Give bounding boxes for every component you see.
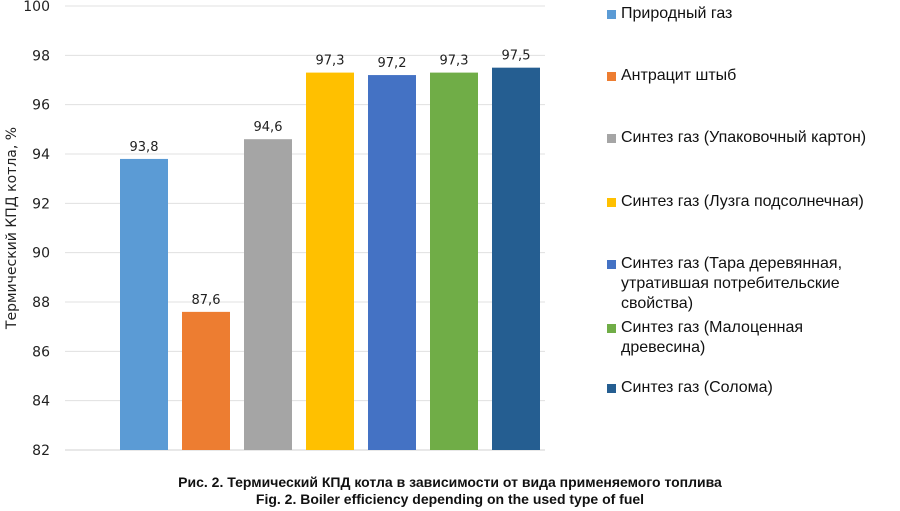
y-tick-label: 86 [32, 344, 50, 360]
legend-item: Антрацит штыб [607, 66, 736, 86]
legend-item: Синтез газ (Упаковочный картон) [607, 128, 866, 148]
y-tick-label: 96 [32, 98, 50, 114]
legend-swatch [607, 72, 616, 81]
legend-label: Синтез газ (Солома) [621, 379, 773, 396]
legend-item: Синтез газ (Тара деревянная, утратившая п… [607, 254, 842, 314]
bar-chart: 82 84 86 88 90 92 94 96 98 100 93,8 87,6 94,6 97,3 97… [4, 0, 545, 459]
legend-item: Природный газ [607, 4, 732, 24]
y-tick-label: 90 [32, 246, 50, 262]
bar [244, 139, 292, 450]
bar [430, 72, 478, 450]
legend-item: Синтез газ (Малоценная древесина) [607, 318, 803, 358]
data-label: 93,8 [130, 140, 159, 155]
legend-label: Синтез газ (Упаковочный картон) [621, 129, 867, 146]
y-tick-label: 92 [32, 196, 50, 212]
y-tick-label: 84 [32, 394, 50, 410]
y-tick-label: 88 [32, 295, 50, 311]
legend-swatch [607, 10, 616, 19]
legend-swatch [607, 324, 616, 333]
legend-swatch [607, 384, 616, 393]
legend-swatch [607, 260, 616, 269]
data-label: 97,2 [378, 56, 407, 71]
legend-label: Природный газ [621, 5, 733, 22]
bar [120, 158, 168, 450]
y-tick-label: 82 [32, 443, 50, 459]
bar [306, 72, 354, 450]
caption-ru: Рис. 2. Термический КПД котла в зависимо… [178, 474, 722, 490]
legend-item: Синтез газ (Солома) [607, 378, 773, 398]
data-label: 97,5 [502, 49, 531, 64]
bars [120, 67, 540, 451]
legend-label: Антрацит штыб [621, 67, 737, 84]
data-label: 97,3 [440, 54, 469, 69]
legend-item: Синтез газ (Лузга подсолнечная) [607, 192, 864, 212]
legend-label: Синтез газ (Лузга подсолнечная) [621, 193, 864, 210]
y-axis-label: Термический КПД котла, % [4, 127, 20, 330]
bar [368, 75, 416, 451]
data-label: 97,3 [316, 54, 345, 69]
caption-en: Fig. 2. Boiler efficiency depending on t… [255, 491, 645, 507]
legend-swatch [607, 198, 616, 207]
data-label: 94,6 [254, 120, 283, 135]
bar [492, 67, 540, 451]
y-tick-label: 100 [23, 0, 50, 15]
legend-label: Синтез газ (Тара деревянная, утратившая п… [621, 255, 843, 312]
legend-swatch [607, 134, 616, 143]
y-tick-label: 98 [32, 48, 50, 64]
data-label: 87,6 [192, 293, 221, 308]
legend-label: Синтез газ (Малоценная древесина) [621, 319, 804, 356]
y-axis-ticks: 82 84 86 88 90 92 94 96 98 100 [23, 0, 50, 459]
bar [182, 311, 230, 450]
data-labels: 93,8 87,6 94,6 97,3 97,2 97,3 97,5 [130, 49, 531, 308]
y-tick-label: 94 [32, 147, 50, 163]
